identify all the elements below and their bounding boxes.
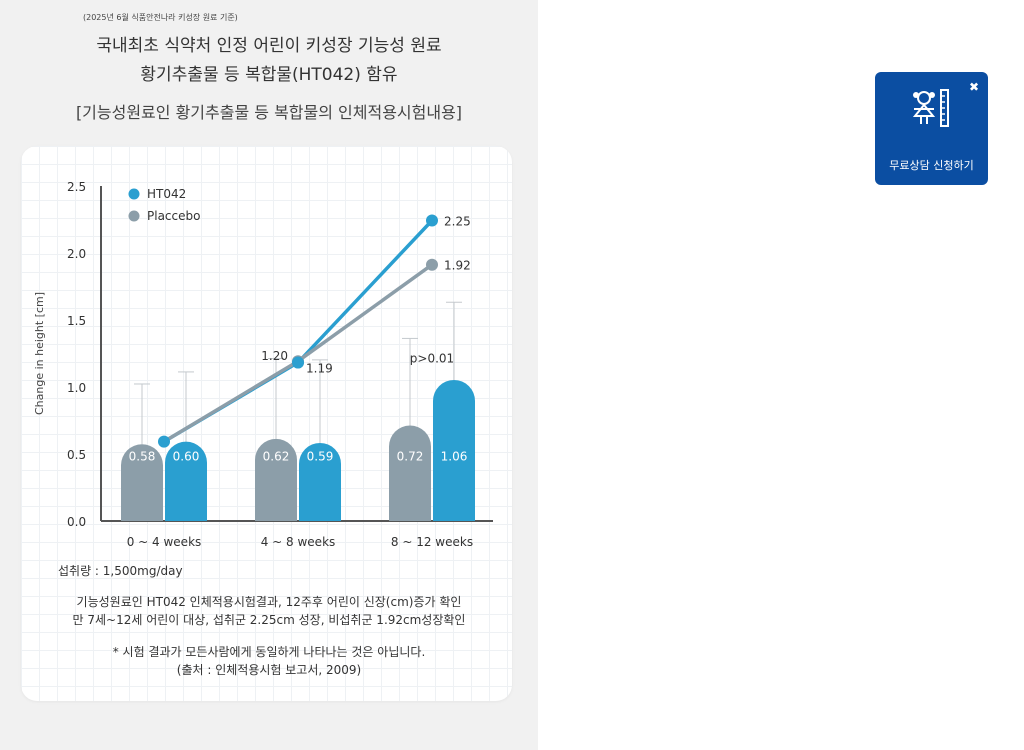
height-change-chart: 0.0 0.5 1.0 1.5 2.0 2.5 Change in height [cm] 0…	[33, 180, 493, 549]
child-height-icon	[912, 89, 949, 127]
y-tick-label: 0.0	[67, 515, 86, 529]
line-placebo	[163, 263, 434, 444]
legend-marker	[128, 188, 140, 200]
y-tick-label: 1.0	[67, 381, 86, 395]
free-consultation-widget[interactable]: ✖ 무료상담 신청하기	[875, 72, 988, 185]
legend-label: Placcebo	[147, 209, 200, 223]
bar-value-label: 0.72	[397, 449, 424, 463]
line-value-label: 2.25	[444, 215, 471, 229]
result-line2: 만 7세~12세 어린이 대상, 섭취군 2.25cm 성장, 비섭취군 1.9…	[72, 613, 466, 627]
line-point	[158, 435, 170, 448]
dose-note: 섭취량 : 1,500mg/day	[58, 564, 183, 578]
subheadline: [기능성원료인 황기추출물 등 복합물의 인체적용시험내용]	[75, 103, 463, 122]
legend-marker	[128, 210, 140, 222]
significance-annotation: p>0.01	[410, 352, 454, 366]
bar-value-label: 1.06	[441, 449, 468, 463]
y-axis-label: Change in height [cm]	[33, 292, 46, 415]
bar-value-label: 0.58	[129, 449, 156, 463]
bar-placebo	[389, 425, 431, 521]
line-point	[426, 214, 438, 227]
legend-label: HT042	[147, 187, 186, 201]
source-note: (2025년 6월 식품안전나라 키성장 원료 기준)	[83, 13, 238, 22]
x-category-label: 0 ~ 4 weeks	[127, 535, 202, 549]
result-line1: 기능성원료인 HT042 인체적용시험결과, 12주후 어린이 신장(cm)증가…	[76, 595, 462, 609]
bar-value-label: 0.59	[307, 449, 334, 463]
bar-value-label: 0.60	[173, 449, 200, 463]
line-point	[292, 356, 304, 369]
line-point	[426, 258, 438, 271]
bar-placebo	[255, 438, 297, 521]
headline-line1: 국내최초 식약처 인정 어린이 키성장 기능성 원료	[96, 36, 442, 56]
y-tick-label: 2.0	[67, 247, 86, 261]
disclaimer-source: (출처 : 인체적용시험 보고서, 2009)	[176, 663, 362, 677]
bar-value-label: 0.62	[263, 449, 290, 463]
consult-label[interactable]: 무료상담 신청하기	[889, 159, 974, 172]
bar-ht042	[165, 441, 207, 521]
product-info-panel: (2025년 6월 식품안전나라 키성장 원료 기준) 국내최초 식약처 인정 …	[0, 0, 538, 750]
line-value-label: 1.20	[261, 349, 288, 363]
bar-placebo	[121, 444, 163, 521]
headline-line2: 황기추출물 등 복합물(HT042) 함유	[140, 65, 398, 85]
close-icon[interactable]: ✖	[968, 80, 979, 94]
bar-ht042	[433, 379, 475, 521]
line-ht042	[163, 219, 434, 444]
line-value-label: 1.92	[444, 259, 471, 273]
y-tick-label: 0.5	[67, 448, 86, 462]
x-category-label: 4 ~ 8 weeks	[261, 535, 336, 549]
y-tick-label: 1.5	[67, 314, 86, 328]
x-category-label: 8 ~ 12 weeks	[391, 535, 473, 549]
y-tick-label: 2.5	[67, 180, 86, 194]
chart-card: 0.0 0.5 1.0 1.5 2.0 2.5 Change in height [cm] 0…	[21, 146, 512, 701]
line-value-label: 1.19	[306, 362, 333, 376]
bar-ht042	[299, 442, 341, 521]
disclaimer-line1: * 시험 결과가 모든사람에게 동일하게 나타나는 것은 아닙니다.	[112, 645, 426, 659]
